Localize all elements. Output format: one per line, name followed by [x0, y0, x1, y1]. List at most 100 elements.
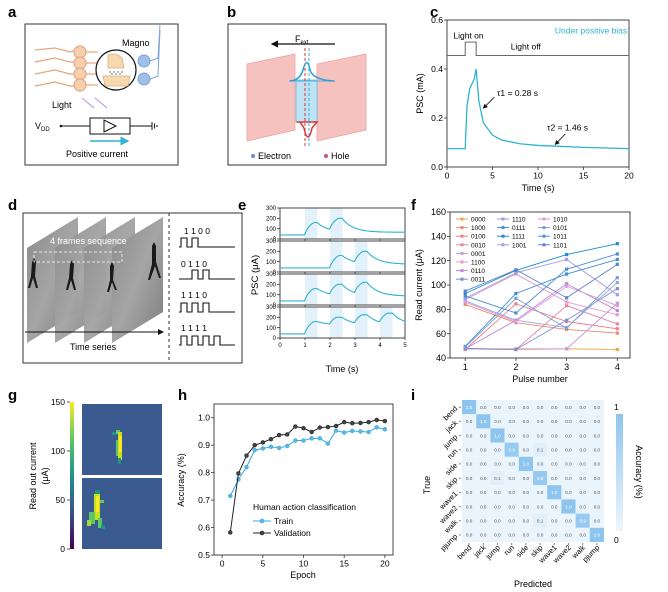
panel-b-schematic: Fext Electron Hole: [227, 23, 387, 166]
matrix-cell: [518, 499, 533, 514]
data-point: [463, 294, 467, 298]
y-tick: [459, 505, 461, 508]
cell-value: 0.0: [523, 476, 530, 481]
cell-value: 0.0: [594, 476, 601, 481]
matrix-cell: [561, 456, 576, 471]
matrix-cell: [462, 513, 477, 528]
cell-value: 0.0: [565, 490, 572, 495]
series-line-0100: [464, 303, 618, 350]
matrix-cell: [504, 527, 519, 542]
cell-value: 0.1: [537, 519, 544, 524]
matrix-cell: [575, 428, 590, 443]
y-tick-label: 40: [436, 353, 446, 363]
cell-value: 0.0: [480, 490, 487, 495]
data-point: [293, 438, 298, 443]
x-tick-label: 0: [220, 559, 225, 569]
y-axis-label: Read current (μA): [414, 249, 424, 321]
cell-value: 0.0: [494, 462, 501, 467]
x-tick-label: 10: [533, 171, 543, 181]
ground-icon: [151, 122, 158, 130]
cell-value: 0.0: [494, 519, 501, 524]
matrix-cell: [533, 499, 548, 514]
y-tick-label: 0.6: [198, 523, 210, 533]
cell-value: 0.0: [494, 405, 501, 410]
cell-value: 0.0: [551, 433, 558, 438]
series-line-1110: [465, 258, 618, 299]
matrix-cell: [476, 414, 491, 429]
video-frames: [27, 217, 163, 343]
x-tick-label: jump: [483, 543, 502, 562]
silhouette-1: [112, 430, 122, 464]
data-point: [374, 417, 379, 423]
cell-value: 0.0: [509, 476, 516, 481]
cell-value: 0.1: [494, 476, 501, 481]
light-pulse-band: [305, 208, 318, 239]
light-off-label: Light off: [511, 41, 542, 51]
colorbar: [70, 402, 74, 549]
data-point: [463, 296, 467, 300]
data-point: [514, 311, 518, 315]
data-point: [615, 322, 619, 326]
matrix-cell: [518, 400, 533, 415]
y-tick-label: 0.9: [198, 440, 210, 450]
series-line-1000: [465, 304, 618, 334]
data-point: [565, 300, 569, 304]
colorbar-tick-label: 150: [51, 397, 65, 407]
hole-label: Hole: [331, 151, 350, 161]
legend-label: 1110: [512, 217, 526, 224]
x-tick-label: 2: [513, 362, 518, 372]
data-point: [463, 345, 467, 349]
colorbar-tick-label: 0: [614, 535, 619, 545]
matrix-cell: [533, 513, 548, 528]
cell-value: 0.0: [537, 405, 544, 410]
cell-value: 0.0: [565, 533, 572, 538]
legend-label: 1011: [553, 234, 567, 241]
pulse-train: [179, 237, 235, 248]
matrix-cell: [533, 456, 548, 471]
x-tick-label: 20: [380, 559, 390, 569]
data-point: [615, 313, 619, 317]
y-tick: [459, 420, 461, 422]
legend-marker: [542, 217, 546, 221]
data-point: [228, 493, 233, 499]
matrix-cell: [490, 400, 505, 415]
panel-label-e: e: [238, 197, 246, 214]
legend-label: 1001: [512, 242, 527, 249]
cell-value: 0.0: [494, 490, 501, 495]
y-axis-label: PSC (μA): [250, 255, 261, 295]
cell-value: 0.0: [594, 490, 601, 495]
colorbar-label: Accuracy (%): [634, 445, 644, 499]
x-tick-label: 4: [615, 362, 620, 372]
series-line-1111: [465, 243, 618, 294]
panel-label-d: d: [8, 197, 17, 214]
y-tick-label: 0.5: [198, 550, 210, 560]
series-line-train: [229, 426, 385, 497]
cell-value: 0.0: [523, 405, 530, 410]
legend-label: 0011: [471, 277, 485, 284]
panel-labels: a b c d e f g h i: [8, 4, 438, 404]
data-point: [260, 440, 266, 445]
data-point: [514, 291, 518, 296]
matrix-cell: [561, 400, 576, 415]
y-tick-label: 0: [273, 303, 277, 309]
matrix-cell: [518, 513, 533, 528]
data-point: [615, 327, 619, 331]
cell-value: 1.0: [466, 405, 473, 410]
y-tick-label: 0: [273, 237, 277, 243]
light-pulse-band: [355, 274, 368, 305]
matrix-cell: [490, 527, 505, 542]
matrix-cell: [476, 499, 491, 514]
cell-value: 0.0: [466, 504, 473, 509]
matrix-cell: [575, 414, 590, 429]
x-tick-label: 20: [624, 171, 634, 181]
x-tick-label: 5: [490, 171, 495, 181]
matrix-cell: [589, 499, 604, 514]
matrix-cell: [575, 400, 590, 415]
panel-label-b: b: [227, 4, 236, 21]
cell-value: 0.0: [551, 533, 558, 538]
data-point: [228, 530, 233, 535]
x-tick: [596, 543, 598, 545]
data-point: [333, 423, 339, 429]
series-line-1011: [465, 253, 618, 314]
